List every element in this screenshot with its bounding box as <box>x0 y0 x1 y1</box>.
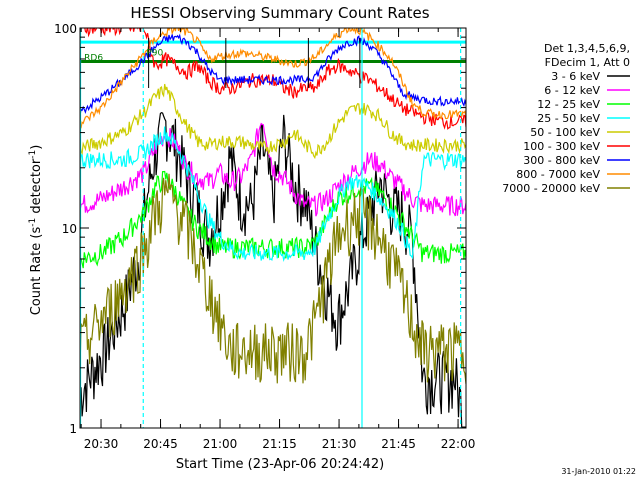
legend-label: 25 - 50 keV <box>537 112 600 125</box>
legend-header-line: FDecim 1, Att 0 <box>545 56 630 69</box>
axes: 1 10 100 20:30 20:45 21:00 21:15 21:30 21:45 22:0… <box>54 22 475 451</box>
y-tick-label: 100 <box>54 22 77 36</box>
x-tick-label: 20:45 <box>143 437 178 451</box>
series-line-4 <box>80 83 466 160</box>
x-tick-label: 21:45 <box>381 437 416 451</box>
x-tick-label: 20:30 <box>84 437 119 451</box>
legend-label: 100 - 300 keV <box>523 140 600 153</box>
x-tick-label: 21:30 <box>322 437 357 451</box>
series-line-0 <box>80 112 466 428</box>
series-line-6 <box>80 32 466 116</box>
series-line-5 <box>80 28 466 130</box>
legend-header-line: Det 1,3,4,5,6,9, <box>544 42 630 55</box>
x-tick-label: 21:00 <box>203 437 238 451</box>
legend-label: 50 - 100 keV <box>530 126 600 139</box>
y-axis-label: Count Rate (s-1 detector-1) <box>28 145 44 316</box>
chart-title: HESSI Observing Summary Count Rates <box>130 4 429 22</box>
legend-label: 800 - 7000 keV <box>516 168 600 181</box>
legend-label: 6 - 12 keV <box>544 84 600 97</box>
legend-label: 3 - 6 keV <box>551 70 600 83</box>
series-line-7 <box>80 28 466 129</box>
series-line-1 <box>80 122 466 217</box>
x-axis-label: Start Time (23-Apr-06 20:24:42) <box>176 457 384 472</box>
legend-label: 7000 - 20000 keV <box>502 182 600 195</box>
y-tick-label: 1 <box>69 422 77 436</box>
legend-label: 300 - 800 keV <box>523 154 600 167</box>
x-tick-label: 21:15 <box>262 437 297 451</box>
plot-area: RD6 P90 <box>80 28 466 428</box>
legend-label: 12 - 25 keV <box>537 98 600 111</box>
marker-label-1: P90 <box>146 49 163 59</box>
y-tick-label: 10 <box>62 222 77 236</box>
legend: Det 1,3,4,5,6,9,FDecim 1, Att 03 - 6 keV… <box>502 42 630 195</box>
x-tick-label: 22:00 <box>441 437 476 451</box>
footer-date: 31-Jan-2010 01:22 <box>561 467 636 476</box>
series-line-8 <box>80 173 466 385</box>
series-line-3 <box>80 126 466 262</box>
marker-label-0: RD6 <box>84 53 103 63</box>
